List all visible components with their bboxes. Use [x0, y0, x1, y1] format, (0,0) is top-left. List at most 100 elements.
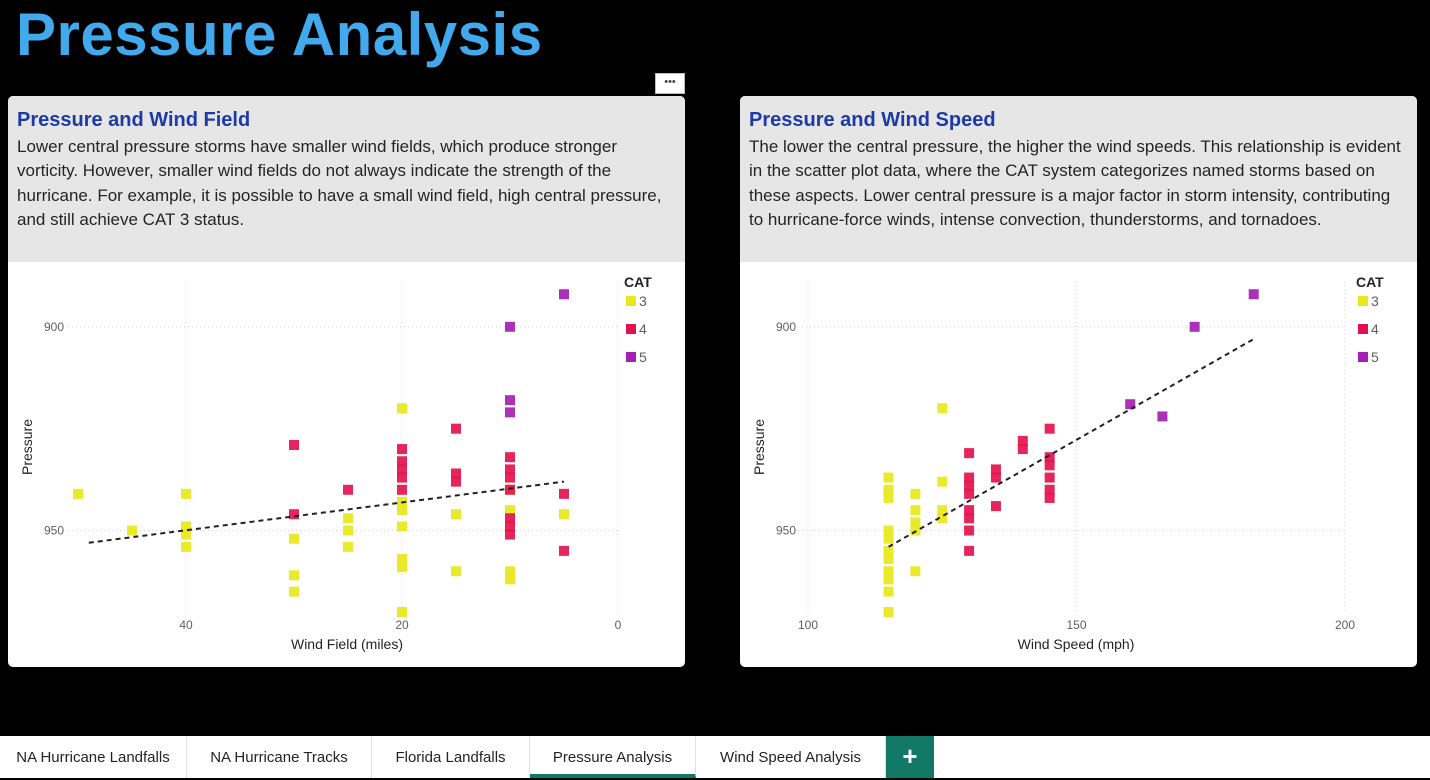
legend-item-4[interactable]: 4	[626, 321, 647, 337]
data-point-cat-4[interactable]	[1044, 452, 1055, 463]
data-point-cat-3[interactable]	[181, 521, 191, 532]
data-point-cat-3[interactable]	[181, 488, 191, 499]
data-point-cat-4[interactable]	[505, 452, 515, 463]
data-point-cat-3[interactable]	[181, 541, 191, 552]
data-point-cat-4[interactable]	[559, 545, 569, 556]
data-point-cat-4[interactable]	[1044, 423, 1055, 434]
data-point-cat-5[interactable]	[1189, 321, 1200, 332]
data-point-cat-4[interactable]	[505, 521, 515, 532]
data-point-cat-4[interactable]	[990, 472, 1001, 483]
data-point-cat-3[interactable]	[910, 566, 921, 577]
data-point-cat-3[interactable]	[937, 505, 948, 516]
add-page-button[interactable]: +	[886, 736, 934, 778]
data-point-cat-3[interactable]	[883, 545, 894, 556]
data-point-cat-5[interactable]	[1248, 289, 1259, 300]
data-point-cat-3[interactable]	[883, 492, 894, 503]
data-point-cat-4[interactable]	[451, 476, 461, 487]
legend-item-4[interactable]: 4	[1358, 321, 1379, 337]
legend-item-3[interactable]: 3	[626, 293, 647, 309]
data-point-cat-3[interactable]	[397, 554, 407, 565]
data-point-cat-3[interactable]	[343, 525, 353, 536]
data-point-cat-4[interactable]	[397, 472, 407, 483]
tab-na-hurricane-landfalls[interactable]: NA Hurricane Landfalls	[0, 736, 187, 778]
data-point-cat-5[interactable]	[1157, 411, 1168, 422]
data-point-cat-4[interactable]	[990, 464, 1001, 475]
data-point-cat-3[interactable]	[505, 566, 515, 577]
data-point-cat-4[interactable]	[1017, 444, 1028, 455]
data-point-cat-4[interactable]	[505, 464, 515, 475]
data-point-cat-3[interactable]	[127, 525, 137, 536]
data-point-cat-5[interactable]	[1125, 399, 1136, 410]
data-point-cat-3[interactable]	[883, 566, 894, 577]
data-point-cat-4[interactable]	[397, 464, 407, 475]
data-point-cat-4[interactable]	[964, 472, 975, 483]
legend-item-5[interactable]: 5	[626, 349, 647, 365]
data-point-cat-3[interactable]	[910, 517, 921, 528]
data-point-cat-3[interactable]	[883, 586, 894, 597]
data-point-cat-3[interactable]	[910, 505, 921, 516]
data-point-cat-3[interactable]	[937, 513, 948, 524]
data-point-cat-5[interactable]	[505, 321, 515, 332]
data-point-cat-3[interactable]	[505, 505, 515, 516]
data-point-cat-3[interactable]	[937, 403, 948, 414]
data-point-cat-4[interactable]	[964, 545, 975, 556]
data-point-cat-3[interactable]	[883, 574, 894, 585]
data-point-cat-3[interactable]	[451, 566, 461, 577]
tab-na-hurricane-tracks[interactable]: NA Hurricane Tracks	[187, 736, 372, 778]
data-point-cat-3[interactable]	[181, 529, 191, 540]
tab-florida-landfalls[interactable]: Florida Landfalls	[372, 736, 530, 778]
more-options-button[interactable]: •••	[655, 73, 685, 94]
data-point-cat-3[interactable]	[289, 533, 299, 544]
data-point-cat-3[interactable]	[397, 562, 407, 573]
tab-wind-speed-analysis[interactable]: Wind Speed Analysis	[696, 736, 886, 778]
wind-speed-scatter-chart[interactable]: 100 150 200 900 950 Wind Speed (mph) Pressur…	[740, 262, 1417, 667]
data-point-cat-3[interactable]	[289, 570, 299, 581]
data-point-cat-4[interactable]	[289, 439, 299, 450]
data-point-cat-4[interactable]	[451, 423, 461, 434]
data-point-cat-3[interactable]	[343, 513, 353, 524]
data-point-cat-4[interactable]	[990, 501, 1001, 512]
data-point-cat-4[interactable]	[343, 484, 353, 495]
data-point-cat-4[interactable]	[964, 480, 975, 491]
data-point-cat-4[interactable]	[397, 456, 407, 467]
data-point-cat-4[interactable]	[1044, 492, 1055, 503]
data-point-cat-4[interactable]	[397, 484, 407, 495]
data-point-cat-4[interactable]	[964, 488, 975, 499]
data-point-cat-4[interactable]	[1044, 484, 1055, 495]
data-point-cat-3[interactable]	[910, 488, 921, 499]
data-point-cat-3[interactable]	[397, 521, 407, 532]
legend-item-5[interactable]: 5	[1358, 349, 1379, 365]
data-point-cat-5[interactable]	[559, 289, 569, 300]
data-point-cat-3[interactable]	[883, 533, 894, 544]
data-point-cat-3[interactable]	[559, 509, 569, 520]
data-point-cat-4[interactable]	[505, 472, 515, 483]
data-point-cat-4[interactable]	[964, 525, 975, 536]
data-point-cat-5[interactable]	[505, 395, 515, 406]
tab-pressure-analysis[interactable]: Pressure Analysis	[530, 736, 696, 778]
data-point-cat-4[interactable]	[505, 484, 515, 495]
data-point-cat-4[interactable]	[964, 513, 975, 524]
data-point-cat-3[interactable]	[397, 607, 407, 617]
data-point-cat-3[interactable]	[451, 509, 461, 520]
data-point-cat-3[interactable]	[883, 525, 894, 536]
data-point-cat-3[interactable]	[343, 541, 353, 552]
data-point-cat-3[interactable]	[505, 574, 515, 585]
data-point-cat-4[interactable]	[451, 468, 461, 479]
legend-item-3[interactable]: 3	[1358, 293, 1379, 309]
data-point-cat-4[interactable]	[559, 488, 569, 499]
data-point-cat-4[interactable]	[505, 529, 515, 540]
data-point-cat-3[interactable]	[883, 472, 894, 483]
data-point-cat-4[interactable]	[1044, 472, 1055, 483]
data-point-cat-3[interactable]	[73, 488, 83, 499]
data-point-cat-4[interactable]	[397, 444, 407, 455]
data-point-cat-4[interactable]	[505, 513, 515, 524]
data-point-cat-5[interactable]	[505, 407, 515, 418]
data-point-cat-4[interactable]	[289, 509, 299, 520]
data-point-cat-3[interactable]	[289, 586, 299, 597]
data-point-cat-3[interactable]	[397, 403, 407, 414]
data-point-cat-3[interactable]	[397, 505, 407, 516]
data-point-cat-4[interactable]	[1044, 460, 1055, 471]
data-point-cat-4[interactable]	[964, 505, 975, 516]
data-point-cat-3[interactable]	[883, 607, 894, 617]
